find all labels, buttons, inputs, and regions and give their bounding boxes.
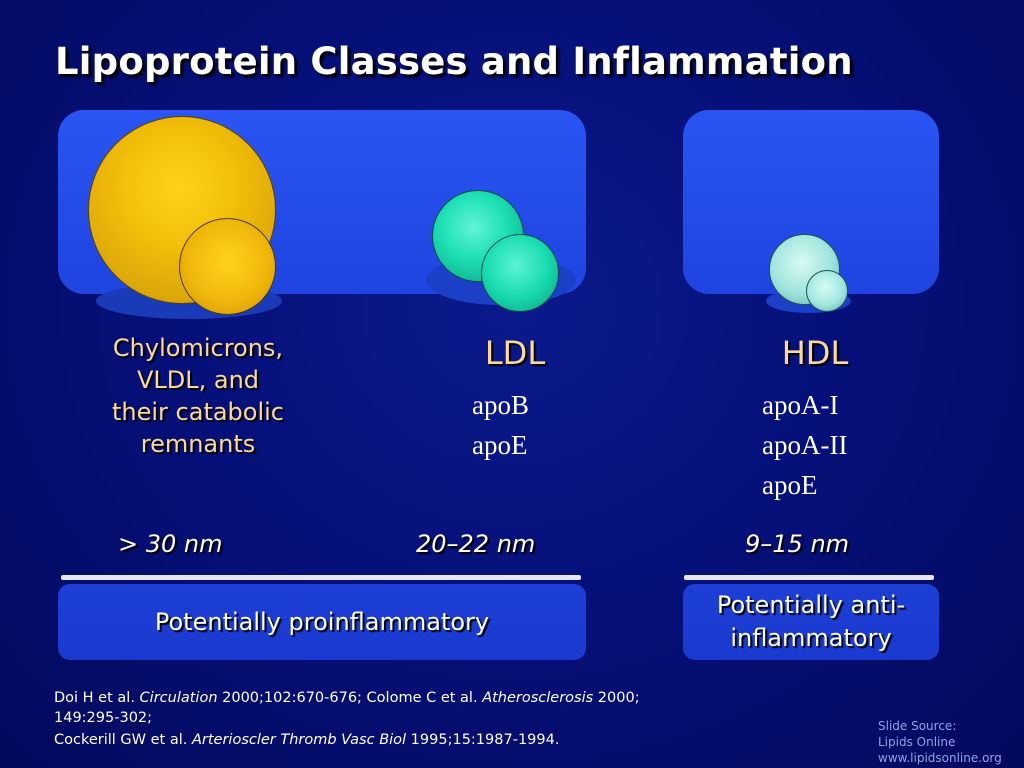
class-label-ldl: LDL	[484, 334, 546, 372]
reference-journal: Circulation	[139, 690, 218, 706]
class-label-line: their catabolic	[111, 398, 285, 426]
effect-label-proinflammatory: Potentially proinflammatory	[154, 607, 490, 636]
reference-journal: Atherosclerosis	[482, 690, 594, 706]
apolipoprotein-item: apoA-I	[762, 390, 839, 420]
effect-label-line: Potentially anti-	[716, 591, 906, 619]
vldl-small-particle	[179, 218, 276, 315]
reference-text: 2000;102:670-676; Colome C et al.	[217, 690, 483, 706]
reference-line-1: Doi H et al. Circulation 2000;102:670-67…	[54, 688, 854, 708]
slide-source-line: Lipids Online	[878, 735, 956, 749]
class-label-hdl: HDL	[781, 334, 849, 372]
reference-line-3: Cockerill GW et al. Arterioscler Thromb …	[54, 730, 854, 750]
reference-journal: Arterioscler Thromb Vasc Biol	[191, 732, 407, 748]
slide-source-link: www.lipidsonline.org	[878, 751, 1002, 765]
effect-label-line: inflammatory	[730, 624, 892, 652]
effect-box-proinflammatory: Potentially proinflammatory	[58, 584, 586, 660]
divider-bar-anti-inflammatory	[684, 575, 934, 580]
effect-label-anti-inflammatory: Potentially anti- inflammatory	[717, 589, 905, 655]
apolipoprotein-item: apoE	[472, 430, 528, 460]
apolipoprotein-item: apoB	[472, 390, 529, 420]
apolipoprotein-item: apoE	[762, 470, 818, 500]
hdl-particle-front	[806, 270, 848, 312]
class-label-line: VLDL, and	[136, 366, 260, 394]
hdl-apolipoprotein-list: apoA-I apoA-II apoE	[762, 385, 847, 505]
class-label-line: Chylomicrons,	[112, 334, 284, 362]
apolipoprotein-item: apoA-II	[762, 430, 848, 460]
reference-text: 2000;	[593, 690, 640, 706]
slide-title: Lipoprotein Classes and Inflammation	[55, 40, 853, 83]
size-label-ldl: 20–22 nm	[416, 530, 536, 558]
class-label-line: remnants	[140, 430, 256, 458]
slide-source: Slide Source: Lipids Online www.lipidson…	[878, 718, 1002, 766]
ldl-particle-front	[481, 234, 559, 312]
divider-bar-proinflammatory	[61, 575, 581, 580]
size-label-hdl: 9–15 nm	[745, 530, 850, 558]
reference-text: Cockerill GW et al.	[54, 732, 192, 748]
ldl-apolipoprotein-list: apoB apoE	[472, 385, 529, 465]
class-label-chylomicrons: Chylomicrons, VLDL, and their catabolic …	[78, 332, 318, 460]
references: Doi H et al. Circulation 2000;102:670-67…	[54, 688, 854, 750]
reference-text: 1995;15:1987-1994.	[406, 732, 560, 748]
slide-source-line: Slide Source:	[878, 719, 957, 733]
reference-text: Doi H et al.	[54, 690, 140, 706]
reference-line-2: 149:295-302;	[54, 710, 153, 726]
effect-box-anti-inflammatory: Potentially anti- inflammatory	[683, 584, 939, 660]
size-label-chylomicrons: > 30 nm	[118, 530, 223, 558]
